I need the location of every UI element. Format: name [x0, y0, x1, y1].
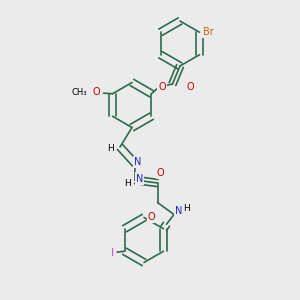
Text: CH₃: CH₃ [71, 88, 87, 97]
Text: O: O [92, 87, 100, 97]
Text: O: O [187, 82, 194, 92]
Text: N: N [175, 206, 182, 217]
Text: H: H [183, 204, 189, 213]
Text: O: O [158, 82, 166, 92]
Text: O: O [148, 212, 155, 222]
Text: H: H [124, 178, 131, 188]
Text: O: O [157, 167, 164, 178]
Text: Br: Br [202, 27, 213, 37]
Text: N: N [136, 173, 143, 184]
Text: I: I [111, 248, 114, 258]
Text: N: N [134, 157, 142, 167]
Text: H: H [107, 144, 114, 153]
